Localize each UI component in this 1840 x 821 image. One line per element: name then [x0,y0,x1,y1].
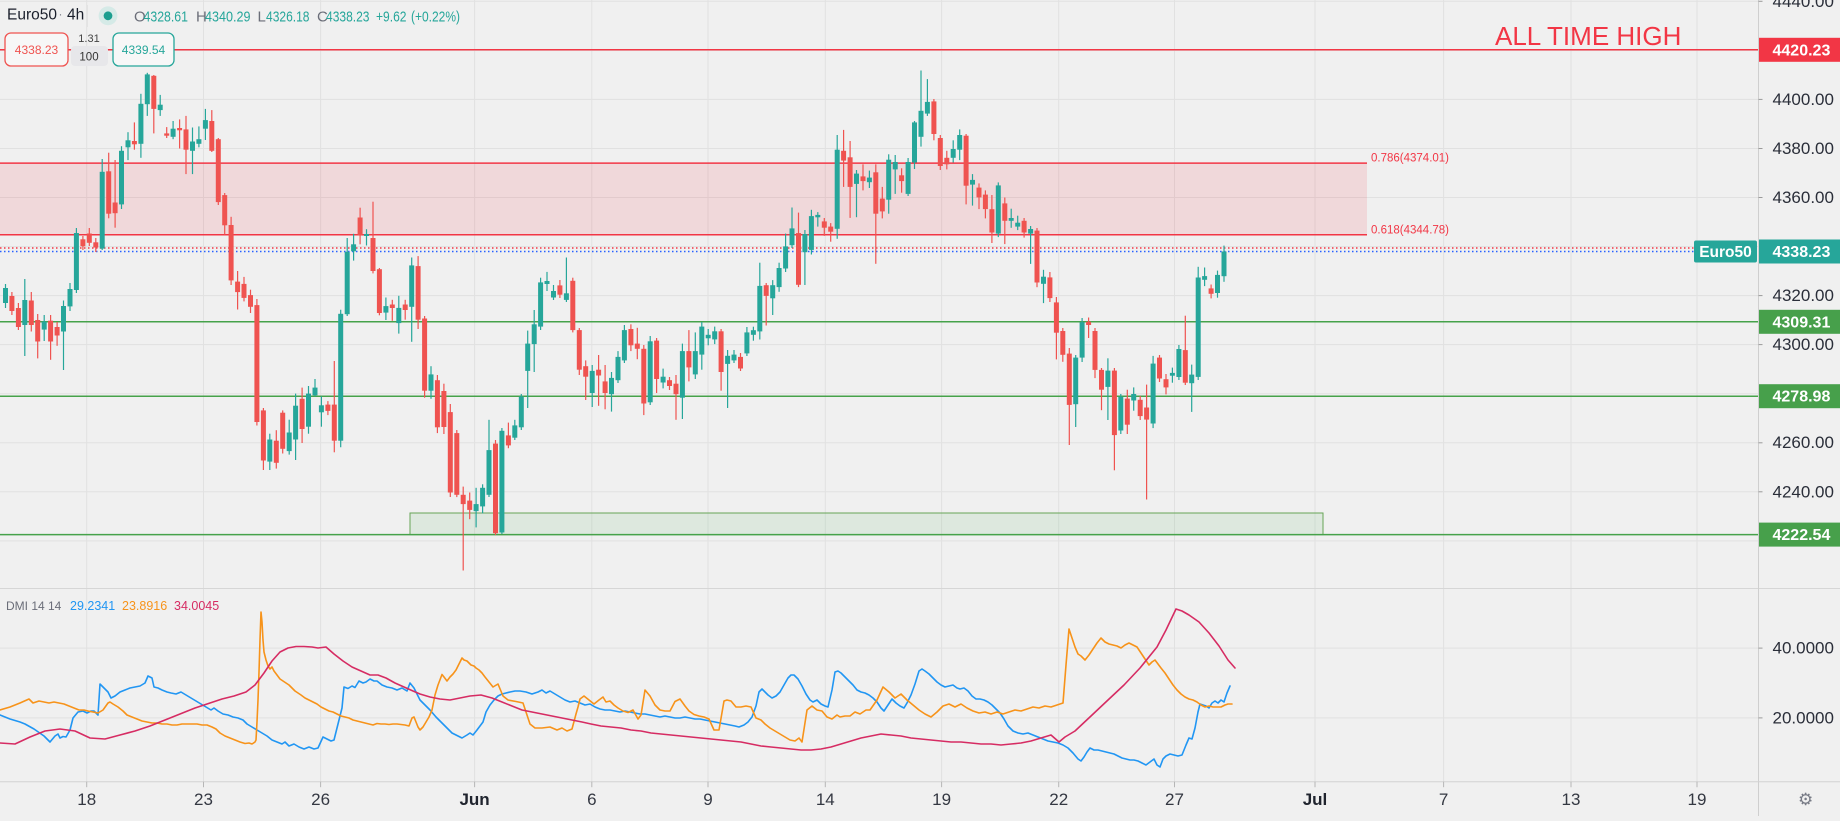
svg-text:4340.29: 4340.29 [205,9,251,26]
svg-text:4339.54: 4339.54 [122,43,166,57]
svg-text:ALL TIME HIGH: ALL TIME HIGH [1495,21,1681,51]
svg-text:4440.00: 4440.00 [1773,0,1834,11]
svg-text:4240.00: 4240.00 [1773,482,1834,501]
svg-text:Jun: Jun [459,790,489,809]
svg-text:4278.98: 4278.98 [1773,389,1831,406]
svg-text:40.0000: 40.0000 [1773,639,1834,658]
svg-text:13: 13 [1562,790,1581,809]
svg-text:29.2341: 29.2341 [70,599,115,613]
svg-text:23.8916: 23.8916 [122,599,167,613]
svg-text:·: · [59,7,63,21]
svg-text:4326.18: 4326.18 [266,9,310,26]
svg-text:6: 6 [587,790,596,809]
svg-text:34.0045: 34.0045 [174,599,219,613]
svg-text:4260.00: 4260.00 [1773,433,1834,452]
svg-text:4328.61: 4328.61 [144,9,189,26]
svg-text:⚙: ⚙ [1798,790,1813,809]
svg-text:18: 18 [77,790,96,809]
svg-text:4222.54: 4222.54 [1773,527,1831,544]
svg-text:O: O [134,9,146,26]
svg-text:0.618(4344.78): 0.618(4344.78) [1371,224,1449,236]
svg-text:+9.62: +9.62 [376,9,407,26]
svg-text:26: 26 [311,790,330,809]
svg-text:27: 27 [1165,790,1184,809]
svg-text:20.0000: 20.0000 [1773,708,1834,727]
svg-text:4h: 4h [67,7,84,24]
svg-text:4400.00: 4400.00 [1773,90,1834,109]
svg-text:4360.00: 4360.00 [1773,188,1834,207]
svg-text:Jul: Jul [1303,790,1328,809]
svg-text:19: 19 [932,790,951,809]
svg-text:22: 22 [1049,790,1068,809]
svg-text:C: C [317,9,328,26]
svg-text:4338.23: 4338.23 [15,43,59,57]
svg-text:14: 14 [816,790,835,809]
svg-text:4420.23: 4420.23 [1773,42,1831,59]
svg-text:19: 19 [1688,790,1707,809]
svg-text:Euro50: Euro50 [1699,244,1752,261]
svg-text:100: 100 [79,52,98,64]
svg-text:4338.23: 4338.23 [326,9,370,26]
svg-text:4300.00: 4300.00 [1773,335,1834,354]
svg-text:L: L [258,9,266,26]
svg-text:(+0.22%): (+0.22%) [411,9,460,26]
svg-text:4338.23: 4338.23 [1773,244,1831,261]
svg-text:4380.00: 4380.00 [1773,139,1834,158]
svg-text:4320.00: 4320.00 [1773,286,1834,305]
svg-text:0.786(4374.01): 0.786(4374.01) [1371,153,1449,165]
svg-text:7: 7 [1439,790,1448,809]
svg-text:H: H [196,9,207,26]
svg-text:9: 9 [703,790,712,809]
svg-text:Euro50: Euro50 [7,7,57,24]
svg-text:1.31: 1.31 [78,33,99,45]
svg-text:DMI 14 14: DMI 14 14 [6,599,62,613]
svg-text:23: 23 [194,790,213,809]
svg-text:4309.31: 4309.31 [1773,314,1831,331]
